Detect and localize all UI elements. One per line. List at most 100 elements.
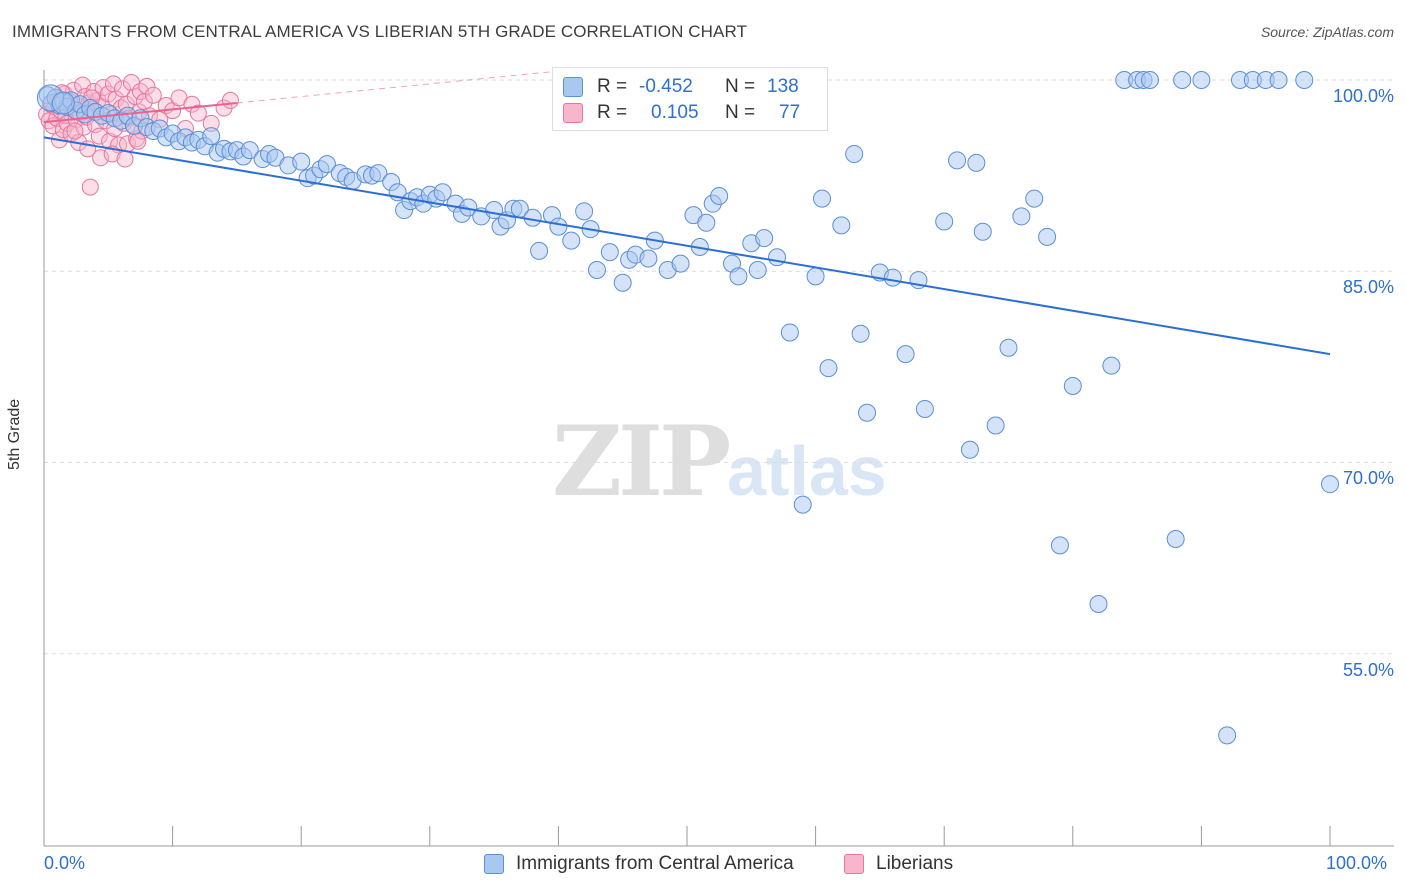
- data-point-central-america: [1012, 207, 1031, 226]
- data-point-central-america: [883, 268, 902, 287]
- trend-line-liberians: [43, 101, 237, 124]
- data-point-central-america: [1269, 71, 1288, 89]
- data-point-central-america: [523, 208, 542, 227]
- data-point-central-america: [600, 243, 619, 262]
- data-point-central-america: [729, 267, 748, 286]
- data-point-central-america: [793, 495, 812, 514]
- data-point-liberians: [81, 178, 99, 196]
- trend-line-central-america: [43, 136, 1331, 356]
- data-point-central-america: [960, 440, 979, 459]
- data-point-liberians: [66, 122, 84, 140]
- data-point-liberians: [138, 77, 156, 95]
- data-point-liberians: [189, 104, 207, 122]
- legend-swatch-blue: [484, 854, 504, 874]
- data-point-central-america: [562, 231, 581, 250]
- data-point-central-america: [845, 144, 864, 163]
- data-point-central-america: [819, 359, 838, 378]
- data-point-central-america: [1140, 71, 1159, 89]
- data-point-central-america: [433, 183, 452, 202]
- data-point-central-america: [813, 189, 832, 208]
- data-point-central-america: [1173, 71, 1192, 89]
- data-point-central-america: [1295, 71, 1314, 89]
- data-point-central-america: [530, 241, 549, 260]
- legend-label: Liberians: [876, 853, 954, 874]
- data-point-central-america: [915, 399, 934, 418]
- grid-lines: [44, 79, 1394, 655]
- data-point-central-america: [240, 141, 259, 160]
- data-point-central-america: [1063, 377, 1082, 395]
- data-point-central-america: [639, 249, 658, 268]
- data-point-central-america: [1321, 475, 1339, 494]
- data-point-central-america: [768, 248, 787, 267]
- data-point-central-america: [986, 416, 1005, 435]
- data-point-central-america: [1025, 189, 1044, 208]
- trend-line-liberians-extension: [236, 70, 559, 104]
- data-point-liberians: [116, 150, 134, 168]
- data-point-central-america: [549, 217, 568, 236]
- data-point-central-america: [51, 91, 75, 115]
- x-tick-label-right: 100.0%: [1326, 853, 1388, 873]
- data-point-central-america: [858, 403, 877, 422]
- legend-label: Immigrants from Central America: [516, 853, 794, 874]
- n-value: 77: [779, 102, 801, 123]
- x-tick-label-left: 0.0%: [44, 853, 86, 873]
- data-point-central-america: [292, 152, 311, 171]
- data-point-central-america: [1192, 71, 1211, 89]
- r-value: -0.452: [639, 76, 693, 97]
- data-point-central-america: [896, 345, 915, 364]
- data-point-central-america: [1218, 726, 1237, 745]
- data-point-central-america: [671, 254, 690, 273]
- chart-title: IMMIGRANTS FROM CENTRAL AMERICA VS LIBER…: [12, 22, 748, 41]
- central-america-points: [36, 71, 1339, 745]
- trend-lines: [43, 70, 1331, 356]
- n-label: N =: [725, 76, 756, 97]
- data-point-central-america: [587, 260, 606, 279]
- data-point-central-america: [755, 229, 774, 248]
- data-point-liberians: [107, 90, 125, 108]
- data-point-central-america: [1166, 530, 1185, 548]
- data-point-central-america: [369, 164, 388, 183]
- data-point-central-america: [697, 213, 716, 232]
- data-point-central-america: [575, 202, 594, 221]
- n-label: N =: [725, 102, 756, 123]
- y-tick-label: 70.0%: [1342, 468, 1394, 488]
- data-point-central-america: [613, 273, 632, 292]
- stats-row-blue: R = -0.452 N = 138: [563, 76, 799, 98]
- data-point-central-america: [317, 155, 336, 174]
- blue-swatch: [563, 77, 583, 97]
- r-label: R =: [597, 102, 628, 123]
- data-point-central-america: [832, 216, 851, 235]
- data-point-central-america: [973, 222, 992, 241]
- data-point-central-america: [1102, 356, 1121, 375]
- axes: [43, 70, 1394, 847]
- data-point-central-america: [999, 338, 1018, 357]
- data-point-central-america: [202, 127, 221, 146]
- legend-swatch-pink: [844, 854, 864, 874]
- data-point-central-america: [710, 187, 729, 206]
- r-label: R =: [597, 76, 628, 97]
- legend-item-central-america[interactable]: Immigrants from Central America: [484, 853, 794, 875]
- data-point-central-america: [967, 153, 986, 172]
- data-point-central-america: [748, 260, 767, 279]
- data-point-central-america: [1089, 595, 1108, 614]
- data-point-central-america: [1038, 227, 1057, 246]
- stats-row-pink: R = 0.105 N = 77: [563, 102, 800, 124]
- data-point-central-america: [780, 323, 799, 342]
- data-point-central-america: [806, 267, 825, 286]
- y-tick-label: 55.0%: [1342, 660, 1394, 680]
- data-point-central-america: [935, 212, 954, 231]
- data-point-liberians: [144, 86, 162, 104]
- n-value: 138: [767, 76, 799, 97]
- source-label: Source: ZipAtlas.com: [1260, 24, 1394, 40]
- data-point-liberians: [221, 91, 239, 109]
- y-tick-label: 85.0%: [1342, 277, 1394, 297]
- legend-item-liberians[interactable]: Liberians: [844, 853, 953, 875]
- legend: Immigrants from Central America Liberian…: [0, 850, 1406, 880]
- pink-swatch: [563, 103, 583, 123]
- data-point-liberians: [129, 132, 147, 150]
- data-point-central-america: [851, 324, 870, 343]
- y-tick-label: 100.0%: [1332, 86, 1394, 106]
- data-point-liberians: [90, 127, 108, 145]
- data-point-central-america: [948, 151, 967, 170]
